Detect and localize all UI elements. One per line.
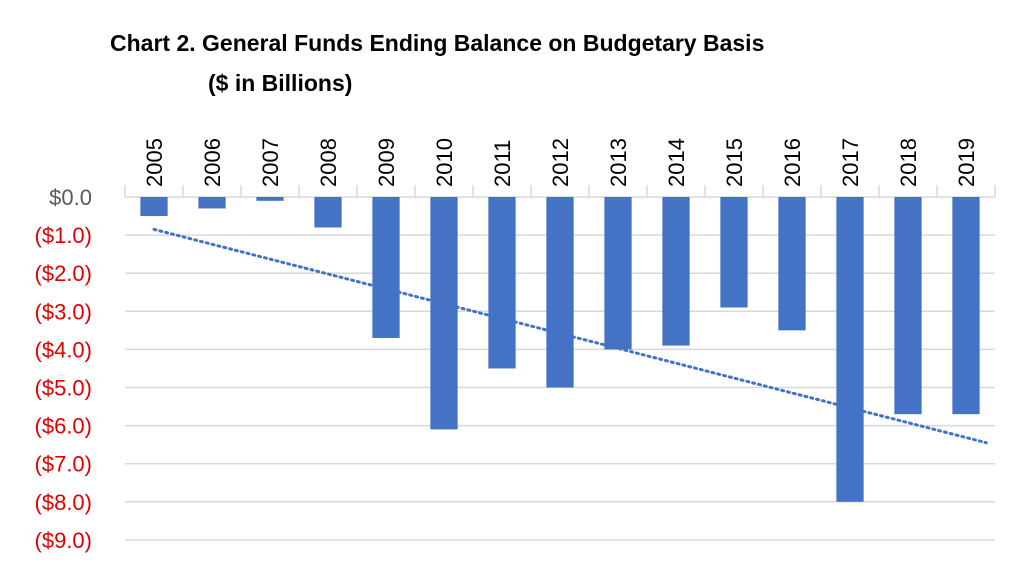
bar-2018 (894, 197, 922, 415)
x-tick-label: 2013 (606, 138, 631, 187)
bar-2007 (256, 197, 284, 201)
bar-2011 (488, 197, 516, 369)
y-tick-labels: $0.0 ($1.0) ($2.0) ($3.0) ($4.0) ($5.0) ($6.0)… (35, 185, 92, 553)
chart-subtitle: ($ in Billions) (208, 70, 353, 96)
x-tick-label: 2018 (896, 138, 921, 187)
bar-2013 (604, 197, 632, 350)
bar-2012 (546, 197, 574, 388)
bar-2006 (198, 197, 226, 209)
bar-2005 (140, 197, 168, 217)
x-tick-label: 2010 (432, 138, 457, 187)
x-tick-label: 2012 (548, 138, 573, 187)
chart-title: Chart 2. General Funds Ending Balance on… (110, 30, 765, 56)
bar-2016 (778, 197, 806, 331)
trendline (152, 227, 988, 445)
bar-2015 (720, 197, 748, 308)
x-tick-labels: 2005 2006 2007 2008 2009 2010 2011 2012 2013 2014… (142, 138, 979, 187)
x-tick-label: 2015 (722, 138, 747, 187)
bar-2008 (314, 197, 342, 228)
y-tick-label: ($6.0) (35, 414, 92, 439)
x-tick-label: 2014 (664, 138, 689, 187)
x-tick-label: 2019 (954, 138, 979, 187)
trendline-group (152, 227, 988, 445)
y-tick-label: ($2.0) (35, 261, 92, 286)
chart-title-block: Chart 2. General Funds Ending Balance on… (0, 0, 1024, 110)
bar-2010 (430, 197, 458, 430)
bar-2009 (372, 197, 400, 338)
y-tick-label: ($8.0) (35, 490, 92, 515)
x-tick-label: 2006 (200, 138, 225, 187)
y-tick-label: ($7.0) (35, 452, 92, 477)
y-tick-label: ($5.0) (35, 376, 92, 401)
y-tick-label: ($3.0) (35, 299, 92, 324)
x-tick-label: 2011 (490, 140, 515, 187)
x-tick-label: 2005 (142, 138, 167, 187)
x-tick-label: 2008 (316, 138, 341, 187)
bar-2017 (836, 197, 864, 502)
bar-2014 (662, 197, 690, 346)
x-tick-label: 2017 (838, 138, 863, 187)
x-tick-label: 2009 (374, 138, 399, 187)
y-tick-label: ($9.0) (35, 528, 92, 553)
bars (140, 197, 980, 502)
x-tick-label: 2016 (780, 138, 805, 187)
y-tick-label: $0.0 (49, 185, 92, 210)
y-tick-label: ($4.0) (35, 337, 92, 362)
y-tick-label: ($1.0) (35, 223, 92, 248)
bar-2019 (952, 197, 980, 415)
x-tick-label: 2007 (258, 138, 283, 187)
